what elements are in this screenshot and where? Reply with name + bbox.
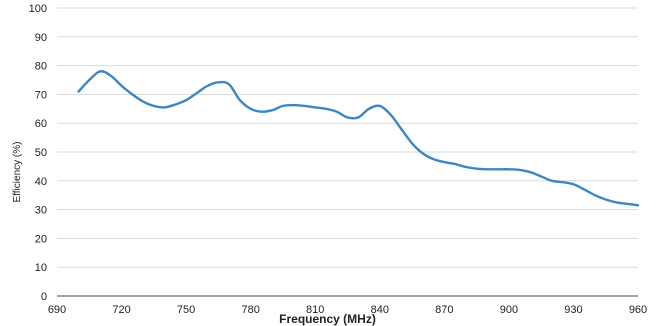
y-tick-label: 40 [35,176,47,188]
y-tick-label: 80 [35,61,47,73]
y-tick-label: 30 [35,205,47,217]
y-tick-label: 50 [35,147,47,159]
x-tick-label: 840 [371,304,389,316]
gridlines [57,7,638,268]
x-tick-label: 720 [112,304,130,316]
y-axis-title: Efficiency (%) [12,142,23,203]
x-tick-label: 930 [564,304,582,316]
y-tick-label: 60 [35,118,47,130]
x-tick-label: 960 [629,304,647,316]
x-axis-tick-labels: 690 720 750 780 810 840 870 900 930 960 [48,304,647,316]
x-tick-label: 750 [177,304,195,316]
x-tick-label: 780 [241,304,259,316]
y-axis-tick-labels: 0 10 20 30 40 50 60 70 80 90 100 [29,3,47,303]
x-tick-label: 900 [500,304,518,316]
x-tick-label: 810 [306,304,324,316]
series-line-efficiency [77,70,640,207]
y-tick-label: 10 [35,262,47,274]
x-tick-label: 870 [435,304,453,316]
y-tick-label: 90 [35,32,47,44]
x-axis-title: Frequency (MHz) [279,312,376,326]
y-tick-label: 0 [41,291,47,303]
x-tick-label: 690 [48,304,66,316]
y-tick-label: 70 [35,89,47,101]
y-tick-label: 20 [35,233,47,245]
y-tick-label: 100 [29,3,47,15]
